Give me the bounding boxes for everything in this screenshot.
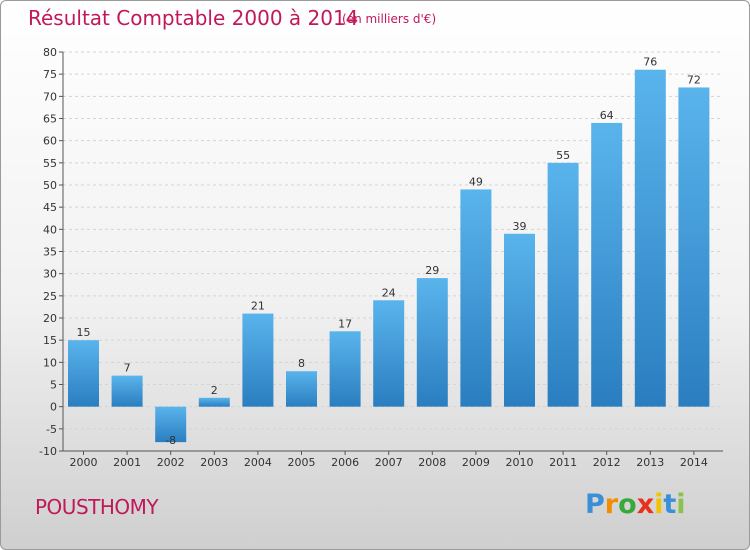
y-tick-label: -5 xyxy=(46,423,57,436)
x-tick-label: 2005 xyxy=(288,456,316,469)
y-tick-label: 25 xyxy=(43,290,57,303)
y-tick-label: -10 xyxy=(39,445,57,458)
bar-value-label: 24 xyxy=(382,286,396,299)
bar xyxy=(329,331,361,407)
proxiti-logo[interactable]: Proxiti xyxy=(585,489,686,520)
bar xyxy=(286,371,317,407)
bar-value-label: 15 xyxy=(77,326,91,339)
bar-value-label: 2 xyxy=(211,384,218,397)
logo-letter: r xyxy=(604,489,619,520)
bar xyxy=(634,69,666,407)
x-tick-label: 2002 xyxy=(157,456,185,469)
bar xyxy=(68,340,99,407)
y-tick-label: 5 xyxy=(50,379,57,392)
bar xyxy=(373,300,405,407)
bar-value-label: 64 xyxy=(600,109,614,122)
x-tick-label: 2014 xyxy=(680,456,708,469)
y-tick-label: 45 xyxy=(43,201,57,214)
x-tick-label: 2004 xyxy=(244,456,272,469)
bar-value-label: 72 xyxy=(687,73,701,86)
bar-value-label: 49 xyxy=(469,175,483,188)
bar-value-label: 8 xyxy=(298,357,305,370)
x-tick-label: 2010 xyxy=(506,456,534,469)
x-tick-label: 2008 xyxy=(418,456,446,469)
bar xyxy=(504,233,535,407)
y-tick-label: 15 xyxy=(43,334,57,347)
logo-letter: o xyxy=(618,489,637,520)
y-tick-label: 80 xyxy=(43,46,57,59)
bar-value-label: 17 xyxy=(338,317,352,330)
bar-value-label: 21 xyxy=(251,300,265,313)
x-tick-label: 2003 xyxy=(200,456,228,469)
x-tick-label: 2000 xyxy=(70,456,98,469)
bar xyxy=(416,278,448,407)
bar xyxy=(155,406,187,443)
logo-letter: P xyxy=(585,489,605,520)
chart-subtitle: (en milliers d'€) xyxy=(342,12,437,26)
y-tick-label: 60 xyxy=(43,135,57,148)
y-tick-label: 70 xyxy=(43,90,57,103)
logo-letter: t xyxy=(663,489,677,520)
chart-title: Résultat Comptable 2000 à 2014 xyxy=(28,6,359,30)
bar xyxy=(198,397,230,407)
y-tick-label: 0 xyxy=(50,401,57,414)
bar xyxy=(591,122,623,407)
y-tick-label: 40 xyxy=(43,223,57,236)
logo-letter: x xyxy=(636,489,655,520)
bar-value-label: 29 xyxy=(425,264,439,277)
logo-letter: i xyxy=(676,489,686,520)
x-tick-label: 2013 xyxy=(636,456,664,469)
bar-value-label: 55 xyxy=(556,149,570,162)
y-tick-label: 50 xyxy=(43,179,57,192)
bar xyxy=(547,162,579,407)
y-tick-label: 20 xyxy=(43,312,57,325)
y-tick-label: 65 xyxy=(43,113,57,126)
bar xyxy=(678,87,710,407)
commune-name: POUSTHOMY xyxy=(35,495,159,519)
x-tick-label: 2011 xyxy=(549,456,577,469)
bar-value-label: -8 xyxy=(165,434,176,447)
bar xyxy=(111,375,143,407)
x-tick-label: 2012 xyxy=(593,456,621,469)
bar xyxy=(460,189,492,407)
bar-value-label: 39 xyxy=(513,220,527,233)
y-tick-label: 10 xyxy=(43,356,57,369)
logo-letter: i xyxy=(654,489,664,520)
x-tick-label: 2007 xyxy=(375,456,403,469)
x-tick-label: 2009 xyxy=(462,456,490,469)
y-tick-label: 55 xyxy=(43,157,57,170)
bar xyxy=(242,313,274,407)
y-tick-label: 30 xyxy=(43,268,57,281)
bar-value-label: 7 xyxy=(124,362,131,375)
y-tick-label: 75 xyxy=(43,68,57,81)
x-tick-label: 2001 xyxy=(113,456,141,469)
x-tick-label: 2006 xyxy=(331,456,359,469)
bar-value-label: 76 xyxy=(643,56,657,69)
y-tick-label: 35 xyxy=(43,246,57,259)
